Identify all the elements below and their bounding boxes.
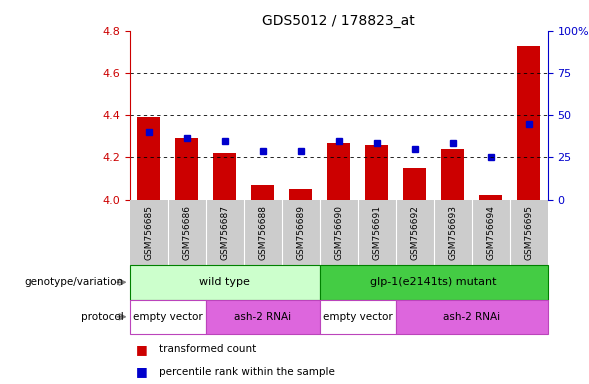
Text: GSM756692: GSM756692 <box>410 205 419 260</box>
Bar <box>252 185 274 200</box>
Text: genotype/variation: genotype/variation <box>25 277 124 287</box>
Text: GSM756690: GSM756690 <box>334 205 343 260</box>
Bar <box>130 265 320 300</box>
Text: wild type: wild type <box>199 277 250 287</box>
Bar <box>396 300 548 334</box>
Bar <box>206 300 320 334</box>
Text: ash-2 RNAi: ash-2 RNAi <box>443 312 500 322</box>
Bar <box>441 149 464 200</box>
Text: GSM756687: GSM756687 <box>220 205 229 260</box>
Text: GSM756691: GSM756691 <box>372 205 381 260</box>
Bar <box>137 118 160 200</box>
Text: glp-1(e2141ts) mutant: glp-1(e2141ts) mutant <box>370 277 497 287</box>
Bar <box>403 168 426 200</box>
Bar <box>320 265 548 300</box>
Bar <box>320 300 396 334</box>
Text: ■: ■ <box>135 365 147 378</box>
Text: empty vector: empty vector <box>323 312 392 322</box>
Title: GDS5012 / 178823_at: GDS5012 / 178823_at <box>262 14 415 28</box>
Bar <box>130 300 206 334</box>
Text: ■: ■ <box>135 343 147 356</box>
Text: GSM756685: GSM756685 <box>144 205 153 260</box>
Text: empty vector: empty vector <box>133 312 203 322</box>
Text: transformed count: transformed count <box>159 344 256 354</box>
Bar <box>479 195 502 200</box>
Text: GSM756689: GSM756689 <box>296 205 305 260</box>
Bar <box>517 45 540 200</box>
Bar <box>365 145 388 200</box>
Text: GSM756694: GSM756694 <box>487 205 495 260</box>
Text: GSM756695: GSM756695 <box>524 205 533 260</box>
Text: GSM756688: GSM756688 <box>258 205 267 260</box>
Text: percentile rank within the sample: percentile rank within the sample <box>159 366 335 377</box>
Text: protocol: protocol <box>81 312 124 322</box>
Text: ash-2 RNAi: ash-2 RNAi <box>234 312 291 322</box>
Text: GSM756686: GSM756686 <box>182 205 191 260</box>
Bar <box>289 189 312 200</box>
Bar <box>327 143 350 200</box>
Text: GSM756693: GSM756693 <box>448 205 457 260</box>
Bar <box>213 153 236 200</box>
Bar <box>175 138 198 200</box>
